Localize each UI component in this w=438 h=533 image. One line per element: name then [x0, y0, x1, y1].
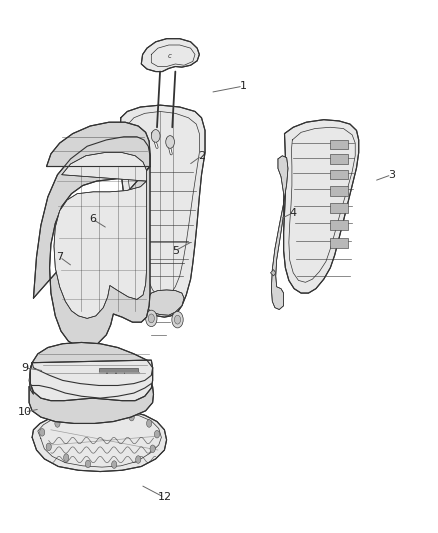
Bar: [99, 368, 138, 373]
Polygon shape: [120, 105, 205, 317]
Circle shape: [46, 443, 51, 451]
Circle shape: [154, 431, 159, 438]
Polygon shape: [30, 360, 152, 401]
Polygon shape: [29, 384, 153, 423]
Polygon shape: [32, 409, 166, 472]
Circle shape: [112, 461, 117, 469]
Text: 6: 6: [89, 214, 96, 224]
Bar: [330, 155, 348, 164]
Circle shape: [136, 456, 141, 463]
Text: 10: 10: [18, 407, 32, 417]
Polygon shape: [271, 270, 276, 276]
Circle shape: [39, 429, 45, 436]
Text: 4: 4: [290, 208, 297, 217]
Bar: [330, 220, 348, 230]
Text: 5: 5: [172, 246, 179, 256]
Polygon shape: [141, 39, 199, 71]
Polygon shape: [54, 152, 147, 318]
Bar: [330, 203, 348, 213]
Polygon shape: [46, 122, 150, 166]
Text: c: c: [168, 53, 172, 59]
Circle shape: [174, 315, 180, 324]
Text: 7: 7: [56, 252, 63, 262]
Circle shape: [150, 445, 155, 453]
Bar: [330, 238, 348, 247]
Circle shape: [147, 419, 152, 427]
Circle shape: [129, 413, 134, 421]
Circle shape: [172, 311, 183, 328]
Circle shape: [85, 460, 91, 468]
Text: 1: 1: [240, 81, 247, 91]
Circle shape: [151, 130, 160, 142]
Text: 2: 2: [198, 151, 205, 161]
Circle shape: [55, 419, 60, 427]
Polygon shape: [272, 156, 288, 310]
Bar: [330, 140, 348, 149]
Polygon shape: [32, 342, 152, 385]
Circle shape: [64, 454, 69, 462]
Text: 3: 3: [388, 169, 395, 180]
Circle shape: [148, 314, 154, 323]
Bar: [330, 169, 348, 179]
Circle shape: [166, 136, 174, 148]
Text: 9: 9: [21, 363, 28, 373]
Bar: [330, 186, 348, 196]
Polygon shape: [284, 120, 359, 293]
Text: 12: 12: [157, 492, 172, 503]
Polygon shape: [33, 137, 150, 348]
Polygon shape: [147, 290, 184, 315]
Circle shape: [146, 310, 157, 327]
Polygon shape: [29, 362, 33, 394]
